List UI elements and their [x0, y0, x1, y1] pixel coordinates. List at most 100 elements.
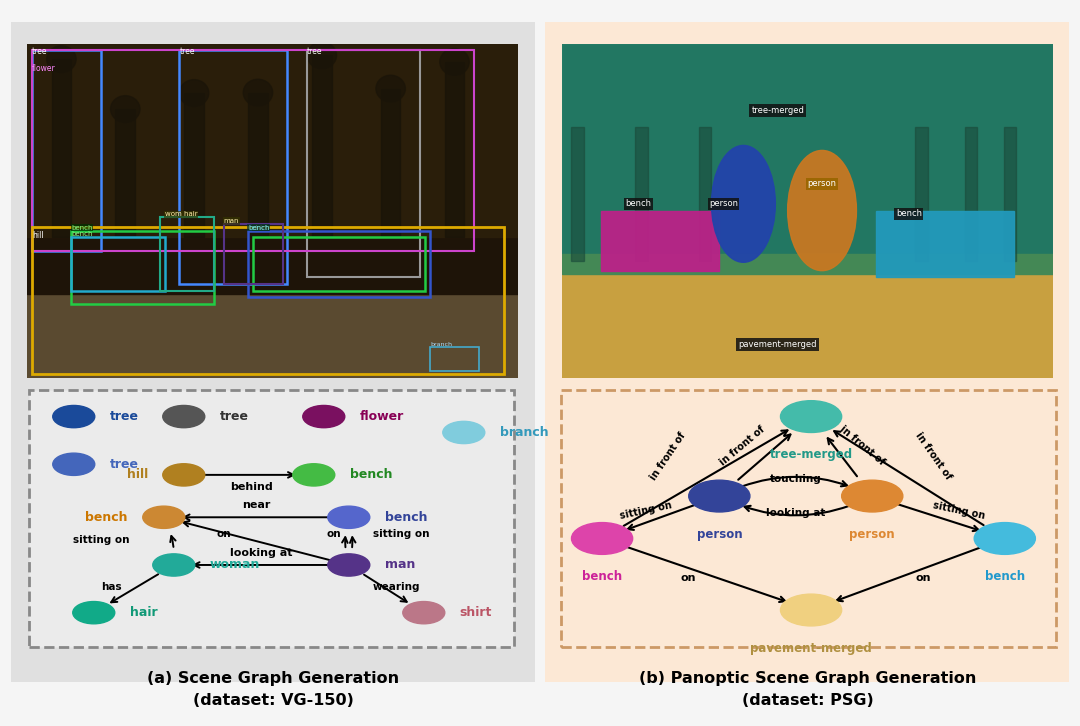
- Text: wearing: wearing: [373, 582, 420, 592]
- Text: man: man: [224, 218, 239, 224]
- Circle shape: [293, 464, 335, 486]
- Text: tree: tree: [307, 47, 323, 56]
- Bar: [600, 211, 719, 271]
- Text: shirt: shirt: [253, 224, 269, 231]
- Bar: [32, 50, 474, 250]
- Circle shape: [571, 523, 633, 555]
- Bar: [571, 127, 583, 261]
- Text: pavement-merged: pavement-merged: [739, 340, 818, 348]
- Bar: [185, 107, 204, 237]
- Text: has: has: [100, 582, 122, 592]
- Bar: [312, 114, 332, 237]
- Text: bench: bench: [85, 511, 127, 523]
- Bar: [71, 231, 214, 304]
- Circle shape: [689, 480, 750, 512]
- Bar: [27, 44, 518, 237]
- Ellipse shape: [243, 47, 273, 74]
- Bar: [964, 127, 976, 261]
- Ellipse shape: [110, 46, 140, 73]
- Bar: [27, 284, 518, 378]
- Bar: [562, 44, 1053, 271]
- Text: bench: bench: [985, 571, 1025, 583]
- Text: tree: tree: [219, 410, 248, 423]
- Text: person: person: [850, 528, 895, 541]
- Bar: [224, 224, 283, 284]
- Bar: [32, 50, 100, 250]
- Text: sitting on: sitting on: [73, 535, 130, 544]
- Bar: [179, 50, 287, 284]
- Circle shape: [328, 506, 369, 529]
- Text: on: on: [326, 529, 341, 539]
- Text: pavement-merged: pavement-merged: [751, 642, 872, 655]
- Bar: [307, 50, 420, 277]
- Text: person: person: [807, 179, 836, 188]
- Text: sitting on: sitting on: [619, 500, 673, 521]
- Text: shirt: shirt: [460, 606, 492, 619]
- Bar: [71, 237, 164, 290]
- Text: flower: flower: [32, 64, 56, 73]
- Text: in front of: in front of: [838, 424, 887, 468]
- Circle shape: [781, 594, 841, 626]
- Text: bench: bench: [248, 224, 270, 231]
- Bar: [253, 237, 426, 290]
- Text: bench: bench: [350, 468, 392, 481]
- Circle shape: [72, 602, 114, 624]
- Text: man: man: [384, 558, 415, 571]
- Ellipse shape: [46, 65, 77, 91]
- Bar: [248, 231, 430, 298]
- Text: in front of: in front of: [914, 431, 954, 482]
- Text: person: person: [708, 200, 738, 208]
- Text: tree: tree: [110, 410, 138, 423]
- Circle shape: [163, 464, 205, 486]
- Circle shape: [152, 554, 194, 576]
- Bar: [699, 127, 712, 261]
- Text: hair: hair: [130, 606, 158, 619]
- Text: near: near: [242, 500, 270, 510]
- Text: sitting on: sitting on: [373, 529, 430, 539]
- Text: (b) Panoptic Scene Graph Generation
(dataset: PSG): (b) Panoptic Scene Graph Generation (dat…: [639, 671, 976, 709]
- Bar: [32, 227, 503, 374]
- FancyBboxPatch shape: [5, 15, 540, 689]
- Bar: [1004, 127, 1016, 261]
- Circle shape: [302, 405, 345, 428]
- Bar: [562, 254, 1053, 274]
- Ellipse shape: [307, 101, 337, 128]
- Circle shape: [403, 602, 445, 624]
- Bar: [52, 78, 71, 237]
- FancyBboxPatch shape: [562, 390, 1056, 647]
- Circle shape: [974, 523, 1036, 555]
- Text: on: on: [916, 574, 931, 583]
- Text: tree-merged: tree-merged: [770, 449, 852, 462]
- Text: bench: bench: [71, 232, 93, 237]
- Text: flower: flower: [360, 410, 404, 423]
- Text: woman: woman: [210, 558, 260, 571]
- Ellipse shape: [179, 94, 208, 121]
- Text: tree: tree: [110, 458, 138, 470]
- Text: behind: behind: [230, 482, 272, 492]
- Bar: [430, 348, 480, 371]
- Ellipse shape: [440, 53, 470, 80]
- Circle shape: [328, 554, 369, 576]
- Text: hill: hill: [32, 231, 43, 240]
- Bar: [160, 217, 214, 290]
- Bar: [116, 60, 135, 237]
- Text: on: on: [681, 574, 697, 583]
- Bar: [445, 67, 464, 237]
- Bar: [562, 44, 1053, 271]
- Ellipse shape: [787, 150, 856, 271]
- Circle shape: [163, 405, 205, 428]
- Text: tree: tree: [32, 47, 48, 56]
- Circle shape: [53, 453, 95, 476]
- Bar: [562, 264, 1053, 378]
- Text: bench: bench: [71, 224, 93, 231]
- Text: on: on: [216, 529, 231, 539]
- Bar: [876, 211, 1014, 277]
- Text: tree-merged: tree-merged: [752, 106, 805, 115]
- Circle shape: [781, 401, 841, 433]
- FancyBboxPatch shape: [29, 390, 514, 647]
- Text: sitting on: sitting on: [932, 500, 986, 521]
- Circle shape: [53, 405, 95, 428]
- Text: (a) Scene Graph Generation
(dataset: VG-150): (a) Scene Graph Generation (dataset: VG-…: [147, 671, 400, 709]
- Text: branch: branch: [500, 426, 549, 439]
- Text: wom hair: wom hair: [164, 211, 198, 217]
